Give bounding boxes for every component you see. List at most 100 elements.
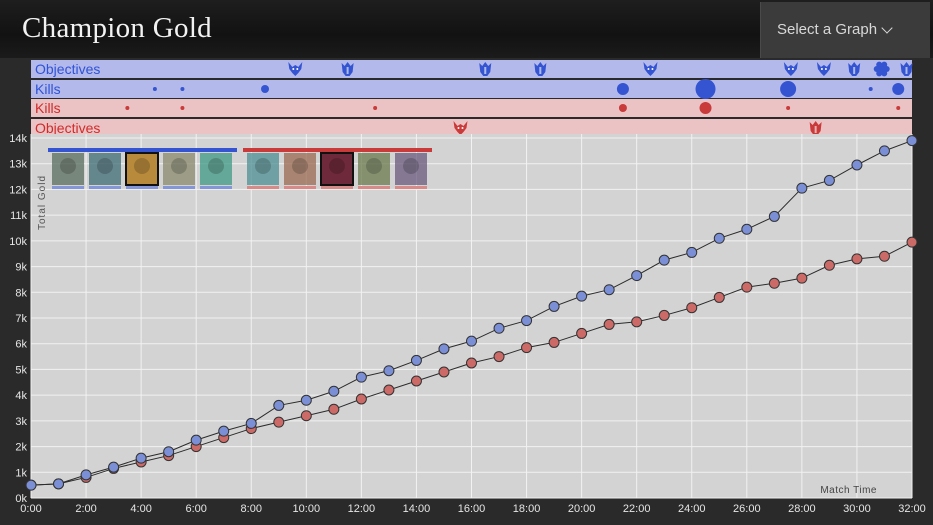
red-gold-point[interactable] — [906, 236, 918, 248]
herald-icon[interactable] — [534, 62, 547, 76]
blue-kill-marker[interactable] — [180, 87, 185, 91]
blue-champion-1-portrait[interactable] — [52, 153, 84, 189]
dragon-icon[interactable] — [816, 62, 831, 76]
blue-kill-marker[interactable] — [616, 83, 629, 95]
blue-gold-point[interactable] — [631, 270, 643, 282]
red-champion-4-portrait[interactable] — [358, 153, 390, 189]
blue-gold-point[interactable] — [603, 284, 615, 296]
red-gold-point[interactable] — [603, 318, 615, 330]
herald-icon[interactable] — [809, 121, 822, 135]
blue-champion-5-portrait[interactable] — [200, 153, 232, 189]
blue-gold-point[interactable] — [355, 371, 367, 383]
blue-gold-point[interactable] — [80, 469, 92, 481]
dragon-icon[interactable] — [643, 62, 658, 76]
blue-gold-point[interactable] — [438, 343, 450, 355]
red-kill-marker[interactable] — [373, 106, 378, 110]
blue-gold-point[interactable] — [796, 182, 808, 194]
red-gold-point[interactable] — [466, 357, 477, 369]
blue-gold-point[interactable] — [273, 399, 285, 411]
red-gold-point[interactable] — [355, 393, 367, 405]
blue-gold-point[interactable] — [713, 232, 725, 244]
red-gold-point[interactable] — [493, 351, 505, 363]
red-gold-point[interactable] — [273, 416, 285, 428]
blue-gold-point[interactable] — [25, 479, 37, 491]
blue-gold-point[interactable] — [163, 446, 175, 458]
red-gold-point[interactable] — [300, 410, 312, 422]
red-gold-point[interactable] — [658, 309, 670, 321]
red-champion-5-portrait[interactable] — [395, 153, 427, 189]
red-kill-marker[interactable] — [786, 106, 791, 110]
timeline-row-red-kills — [31, 99, 912, 117]
blue-kill-marker[interactable] — [261, 85, 270, 93]
blue-gold-point[interactable] — [548, 300, 560, 312]
graph-select-dropdown[interactable]: Select a Graph — [760, 2, 930, 58]
blue-kill-marker[interactable] — [892, 83, 905, 95]
y-tick-label: 2k — [15, 442, 27, 454]
red-champion-1-portrait[interactable] — [247, 153, 279, 189]
blue-champion-3-portrait[interactable] — [125, 152, 159, 189]
dragon-icon[interactable] — [288, 62, 303, 76]
blue-kill-marker[interactable] — [695, 79, 716, 99]
red-gold-point[interactable] — [823, 259, 835, 271]
red-kill-marker[interactable] — [125, 106, 130, 110]
page-title: Champion Gold — [22, 12, 212, 44]
y-tick-label: 12k — [9, 184, 27, 196]
red-gold-point[interactable] — [768, 277, 780, 289]
blue-gold-point[interactable] — [906, 135, 918, 147]
red-gold-point[interactable] — [521, 342, 533, 354]
blue-gold-point[interactable] — [410, 354, 422, 366]
red-gold-point[interactable] — [410, 375, 422, 387]
herald-icon[interactable] — [479, 62, 492, 76]
red-champion-2-portrait[interactable] — [284, 153, 316, 189]
blue-champion-2-portrait[interactable] — [89, 153, 121, 189]
blue-gold-point[interactable] — [218, 425, 230, 437]
blue-gold-point[interactable] — [576, 290, 588, 302]
blue-gold-point[interactable] — [53, 478, 65, 490]
blue-gold-point[interactable] — [300, 394, 312, 406]
y-tick-label: 14k — [9, 133, 27, 145]
herald-icon[interactable] — [848, 62, 861, 76]
red-kill-marker[interactable] — [699, 102, 712, 114]
red-gold-point[interactable] — [383, 384, 395, 396]
blue-gold-point[interactable] — [823, 174, 835, 186]
red-champion-3-portrait[interactable] — [320, 152, 354, 189]
blue-gold-point[interactable] — [686, 246, 698, 258]
herald-icon[interactable] — [900, 62, 913, 76]
blue-gold-point[interactable] — [493, 322, 505, 334]
blue-gold-point[interactable] — [851, 159, 863, 171]
blue-kill-marker[interactable] — [152, 87, 157, 91]
red-gold-point[interactable] — [686, 302, 698, 314]
red-gold-point[interactable] — [576, 327, 588, 339]
herald-icon[interactable] — [341, 62, 354, 76]
blue-gold-point[interactable] — [521, 315, 533, 327]
blue-gold-point[interactable] — [190, 434, 202, 446]
blue-champion-4-portrait[interactable] — [163, 153, 195, 189]
dragon-icon[interactable] — [783, 62, 798, 76]
blue-gold-point[interactable] — [768, 210, 780, 222]
red-gold-point[interactable] — [796, 272, 808, 284]
dragon-icon[interactable] — [453, 121, 468, 135]
blue-gold-point[interactable] — [741, 223, 753, 235]
red-kill-marker[interactable] — [180, 106, 185, 110]
blue-gold-point[interactable] — [328, 385, 340, 397]
red-gold-point[interactable] — [878, 250, 890, 262]
blue-gold-point[interactable] — [135, 452, 147, 464]
red-kill-marker[interactable] — [618, 104, 627, 112]
blue-gold-point[interactable] — [466, 335, 477, 347]
baron-icon[interactable] — [873, 61, 890, 77]
blue-gold-point[interactable] — [383, 365, 395, 377]
blue-kill-marker[interactable] — [868, 87, 873, 91]
blue-gold-point[interactable] — [108, 461, 120, 473]
blue-gold-point[interactable] — [245, 417, 257, 429]
red-gold-point[interactable] — [851, 253, 863, 265]
blue-kill-marker[interactable] — [780, 81, 797, 97]
red-gold-point[interactable] — [713, 291, 725, 303]
red-gold-point[interactable] — [548, 336, 560, 348]
blue-gold-point[interactable] — [878, 145, 890, 157]
red-gold-point[interactable] — [328, 403, 340, 415]
red-gold-point[interactable] — [631, 316, 643, 328]
red-gold-point[interactable] — [741, 281, 753, 293]
red-gold-point[interactable] — [438, 366, 450, 378]
blue-gold-point[interactable] — [658, 254, 670, 266]
red-kill-marker[interactable] — [896, 106, 901, 110]
